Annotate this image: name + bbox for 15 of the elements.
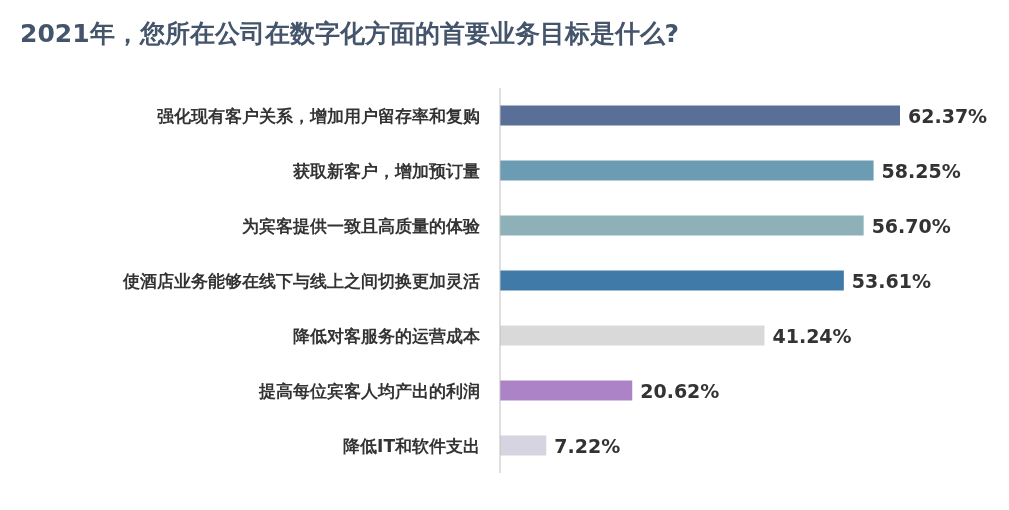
title: 2021年，您所在公司在数字化方面的首要业务目标是什么? <box>20 19 680 48</box>
value-label: 20.62% <box>640 379 720 402</box>
value-label: 56.70% <box>871 214 951 237</box>
category-label: 使酒店业务能够在线下与线上之间切换更加灵活 <box>123 270 480 291</box>
value-label: 41.24% <box>772 324 852 347</box>
value-label: 7.22% <box>554 434 621 457</box>
category-label: 强化现有客户关系，增加用户留存率和复购 <box>157 105 480 126</box>
value-label: 62.37% <box>908 104 988 127</box>
category-label: 降低IT和软件支出 <box>343 435 480 456</box>
value-label: 53.61% <box>851 269 931 292</box>
value-label: 58.25% <box>881 159 961 182</box>
category-label: 降低对客服务的运营成本 <box>293 325 480 346</box>
category-label: 获取新客户，增加预订量 <box>293 160 480 181</box>
category-label: 提高每位宾客人均产出的利润 <box>259 380 480 401</box>
category-label: 为宾客提供一致且高质量的体验 <box>242 215 480 236</box>
